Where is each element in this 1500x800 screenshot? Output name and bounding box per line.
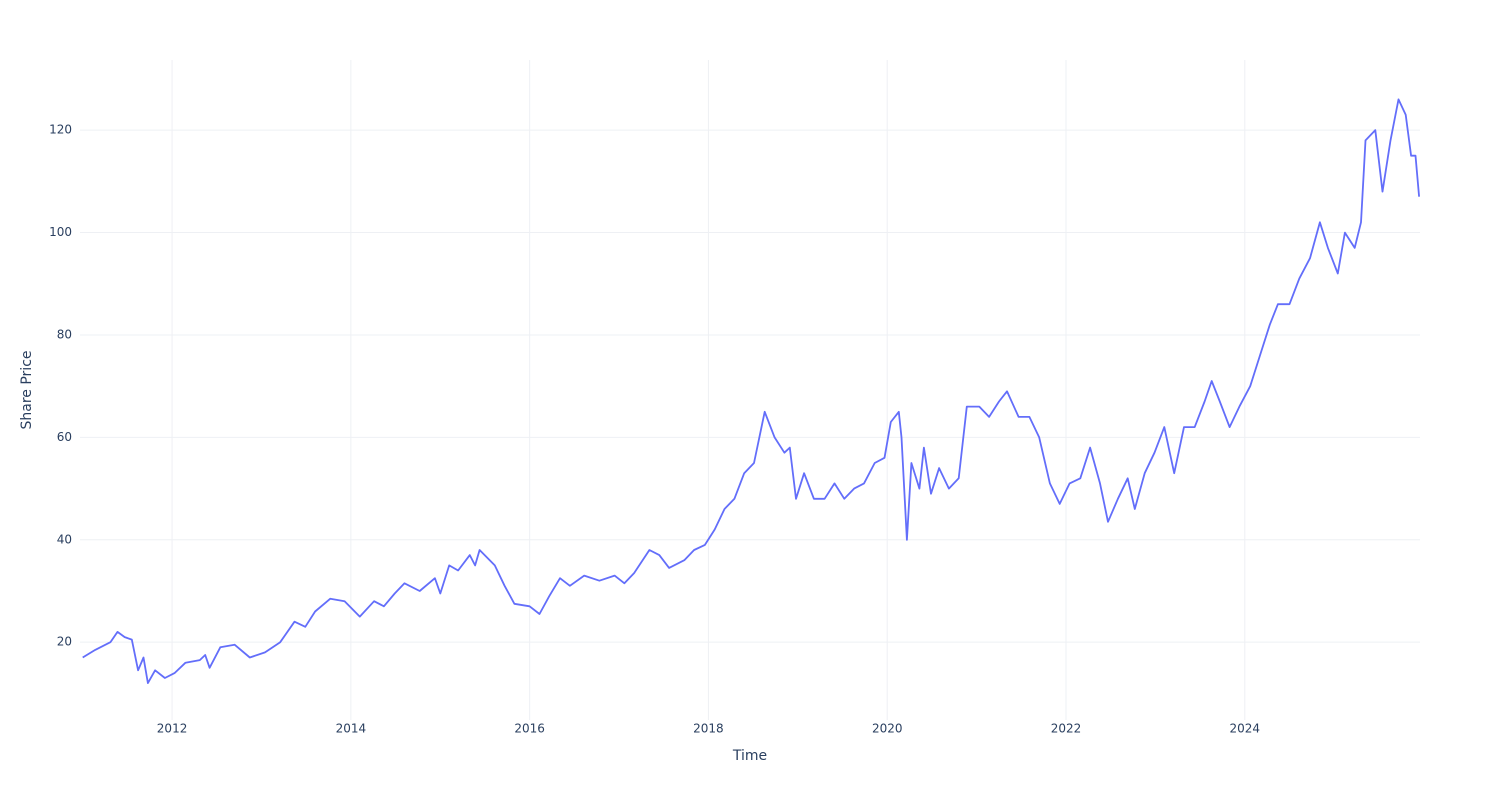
x-axis-title: Time: [732, 748, 767, 764]
y-tick-label: 20: [57, 635, 72, 649]
y-tick-label: 100: [49, 225, 72, 239]
x-tick-label: 2014: [336, 722, 367, 736]
price-line: [82, 98, 1420, 684]
x-tick-label: 2022: [1051, 722, 1082, 736]
x-tick-label: 2024: [1230, 722, 1261, 736]
x-tick-label: 2016: [514, 722, 545, 736]
y-tick-label: 80: [57, 327, 72, 341]
y-tick-label: 120: [49, 123, 72, 137]
x-tick-label: 2018: [693, 722, 724, 736]
y-axis-title: Share Price: [19, 350, 35, 429]
x-tick-label: 2020: [872, 722, 903, 736]
y-tick-label: 60: [57, 430, 72, 444]
y-tick-label: 40: [57, 532, 72, 546]
x-tick-label: 2012: [157, 722, 188, 736]
